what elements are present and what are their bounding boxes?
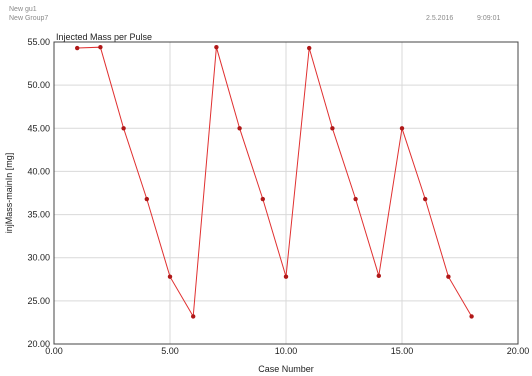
x-tick-label: 0.00	[45, 346, 63, 356]
data-point	[260, 196, 265, 202]
y-tick-label: 50.00	[27, 80, 50, 90]
data-point	[330, 126, 335, 131]
data-point	[446, 274, 451, 279]
x-tick-label: 20.00	[507, 346, 530, 356]
data-point	[214, 44, 219, 50]
data-point	[376, 273, 381, 279]
chart-title: Injected Mass per Pulse	[56, 32, 152, 42]
data-points	[75, 44, 474, 319]
data-point	[399, 126, 405, 131]
data-point	[469, 314, 474, 319]
data-point	[98, 44, 103, 50]
data-point	[423, 196, 428, 202]
grid	[54, 42, 518, 344]
y-tick-label: 20.00	[27, 339, 50, 349]
y-axis-label: injMass-mainIn [mg]	[4, 153, 14, 234]
header-group-name: New Group7	[9, 15, 49, 22]
series-line	[77, 46, 473, 319]
data-point	[167, 274, 173, 279]
header-date: 2.5.2016	[426, 15, 454, 22]
x-tick-label: 15.00	[391, 346, 414, 356]
y-tick-label: 40.00	[27, 166, 50, 176]
y-tick-label: 35.00	[27, 210, 50, 220]
y-tick-label: 45.00	[27, 123, 50, 133]
y-tick-label: 55.00	[27, 37, 50, 47]
x-axis-label: Case Number	[258, 364, 314, 374]
data-point	[191, 314, 196, 319]
header-time: 9:09:01	[477, 15, 501, 22]
x-tick-label: 10.00	[275, 346, 298, 356]
data-point	[353, 196, 358, 202]
data-point	[283, 274, 289, 279]
data-point	[307, 45, 312, 51]
header-gui-name: New gu1	[9, 6, 37, 13]
data-point	[144, 196, 149, 202]
y-tick-label: 25.00	[27, 296, 50, 306]
plot-frame	[53, 41, 519, 345]
axis-ticks: 0.00 5.00 10.00 15.00 20.00 20.00 25.00 30.00 35…	[27, 37, 529, 356]
data-point	[237, 126, 242, 131]
data-point	[121, 126, 126, 131]
y-tick-label: 30.00	[27, 253, 50, 263]
data-point	[75, 45, 80, 51]
x-tick-label: 5.00	[161, 346, 179, 356]
